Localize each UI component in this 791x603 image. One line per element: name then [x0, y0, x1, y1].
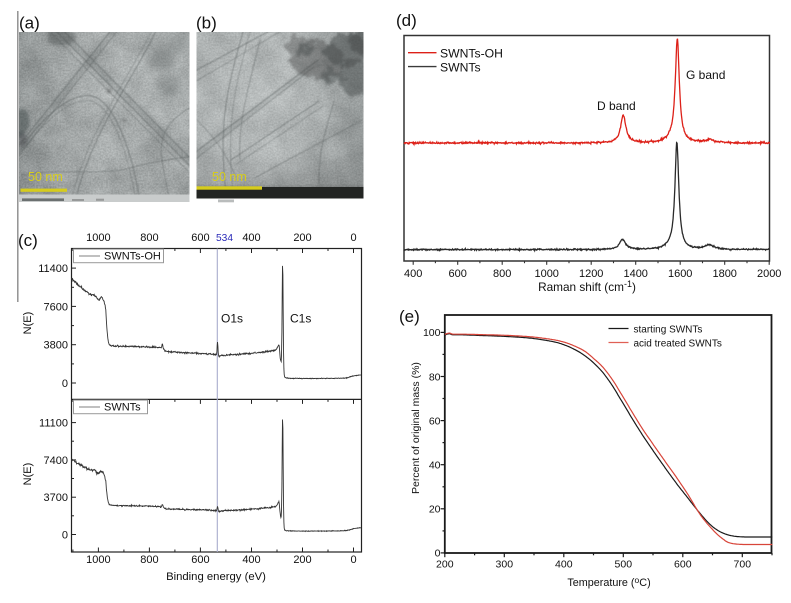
svg-text:0: 0 — [435, 548, 441, 560]
svg-text:7400: 7400 — [44, 455, 68, 467]
svg-text:0: 0 — [62, 378, 68, 390]
svg-text:1000: 1000 — [534, 268, 558, 280]
svg-text:Binding energy (eV): Binding energy (eV) — [166, 571, 266, 583]
svg-text:80: 80 — [429, 371, 441, 383]
svg-text:50 nm: 50 nm — [28, 170, 63, 184]
svg-text:(d): (d) — [396, 11, 417, 30]
svg-text:20: 20 — [429, 504, 441, 516]
svg-text:11100: 11100 — [39, 418, 68, 430]
svg-text:1000: 1000 — [86, 232, 110, 244]
svg-text:(b): (b) — [196, 14, 217, 33]
svg-text:SWNTs: SWNTs — [440, 60, 481, 74]
svg-text:500: 500 — [615, 559, 633, 571]
svg-text:N(E): N(E) — [22, 312, 34, 335]
svg-text:800: 800 — [493, 268, 511, 280]
svg-text:1400: 1400 — [623, 268, 647, 280]
svg-text:(e): (e) — [399, 307, 420, 326]
svg-text:200: 200 — [293, 232, 311, 244]
svg-text:600: 600 — [449, 268, 467, 280]
svg-text:SWNTs-OH: SWNTs-OH — [104, 251, 161, 263]
svg-text:3700: 3700 — [44, 492, 68, 504]
svg-text:2000: 2000 — [757, 268, 781, 280]
svg-text:60: 60 — [429, 415, 441, 427]
svg-text:600: 600 — [674, 559, 692, 571]
svg-text:50 nm: 50 nm — [212, 170, 247, 184]
svg-text:3800: 3800 — [44, 340, 68, 352]
svg-text:1800: 1800 — [712, 268, 736, 280]
svg-text:1600: 1600 — [668, 268, 692, 280]
svg-text:1200: 1200 — [579, 268, 603, 280]
svg-text:600: 600 — [191, 554, 209, 566]
svg-text:G band: G band — [686, 68, 725, 82]
svg-text:40: 40 — [429, 460, 441, 472]
svg-text:1000: 1000 — [86, 554, 110, 566]
svg-text:(c): (c) — [18, 231, 38, 250]
svg-text:800: 800 — [140, 232, 158, 244]
svg-text:D band: D band — [597, 99, 636, 113]
svg-text:600: 600 — [191, 232, 209, 244]
svg-text:O1s: O1s — [221, 312, 243, 326]
svg-text:100: 100 — [423, 327, 441, 339]
svg-text:0: 0 — [62, 530, 68, 542]
svg-text:Raman shift (cm-1): Raman shift (cm-1) — [538, 279, 636, 294]
svg-text:N(E): N(E) — [22, 463, 34, 486]
svg-text:(a): (a) — [19, 14, 40, 33]
svg-text:Percent of original mass (%): Percent of original mass (%) — [410, 362, 422, 494]
svg-text:534: 534 — [216, 233, 233, 244]
svg-text:11400: 11400 — [38, 263, 68, 275]
svg-text:starting SWNTs: starting SWNTs — [634, 324, 703, 335]
svg-text:200: 200 — [436, 559, 454, 571]
svg-text:300: 300 — [496, 559, 514, 571]
svg-text:SWNTs: SWNTs — [104, 402, 141, 414]
svg-text:700: 700 — [734, 559, 752, 571]
svg-text:Temperature (oC): Temperature (oC) — [567, 575, 650, 589]
svg-text:0: 0 — [350, 232, 356, 244]
svg-text:7600: 7600 — [44, 301, 68, 313]
svg-text:800: 800 — [140, 554, 158, 566]
svg-text:0: 0 — [350, 554, 356, 566]
svg-text:400: 400 — [242, 554, 260, 566]
svg-text:400: 400 — [242, 232, 260, 244]
svg-text:400: 400 — [555, 559, 573, 571]
svg-text:acid treated SWNTs: acid treated SWNTs — [634, 338, 722, 349]
svg-text:C1s: C1s — [290, 312, 311, 326]
svg-text:SWNTs-OH: SWNTs-OH — [440, 47, 503, 61]
svg-text:400: 400 — [404, 268, 422, 280]
svg-text:200: 200 — [293, 554, 311, 566]
